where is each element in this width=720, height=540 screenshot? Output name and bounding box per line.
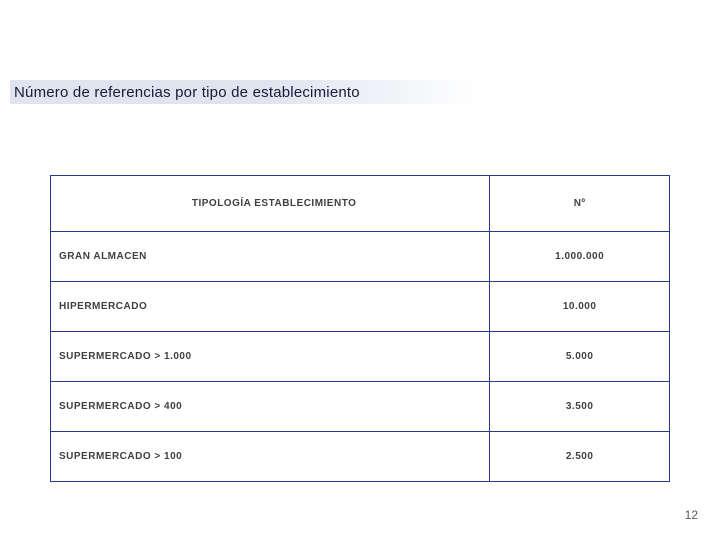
header-numero: Nº: [490, 176, 670, 232]
cell-tipologia: SUPERMERCADO > 100: [51, 432, 490, 482]
cell-numero: 1.000.000: [490, 232, 670, 282]
references-table: TIPOLOGÍA ESTABLECIMIENTO Nº GRAN ALMACE…: [50, 175, 670, 482]
cell-tipologia: GRAN ALMACEN: [51, 232, 490, 282]
table-row: HIPERMERCADO 10.000: [51, 282, 670, 332]
header-tipologia: TIPOLOGÍA ESTABLECIMIENTO: [51, 176, 490, 232]
cell-numero: 10.000: [490, 282, 670, 332]
table-row: SUPERMERCADO > 400 3.500: [51, 382, 670, 432]
page-number: 12: [685, 508, 698, 522]
table-row: GRAN ALMACEN 1.000.000: [51, 232, 670, 282]
table-header-row: TIPOLOGÍA ESTABLECIMIENTO Nº: [51, 176, 670, 232]
cell-numero: 5.000: [490, 332, 670, 382]
cell-tipologia: HIPERMERCADO: [51, 282, 490, 332]
cell-numero: 2.500: [490, 432, 670, 482]
title-band: Número de referencias por tipo de establ…: [10, 80, 480, 104]
table-row: SUPERMERCADO > 100 2.500: [51, 432, 670, 482]
cell-tipologia: SUPERMERCADO > 1.000: [51, 332, 490, 382]
cell-tipologia: SUPERMERCADO > 400: [51, 382, 490, 432]
table-row: SUPERMERCADO > 1.000 5.000: [51, 332, 670, 382]
cell-numero: 3.500: [490, 382, 670, 432]
page-title: Número de referencias por tipo de establ…: [14, 84, 360, 101]
